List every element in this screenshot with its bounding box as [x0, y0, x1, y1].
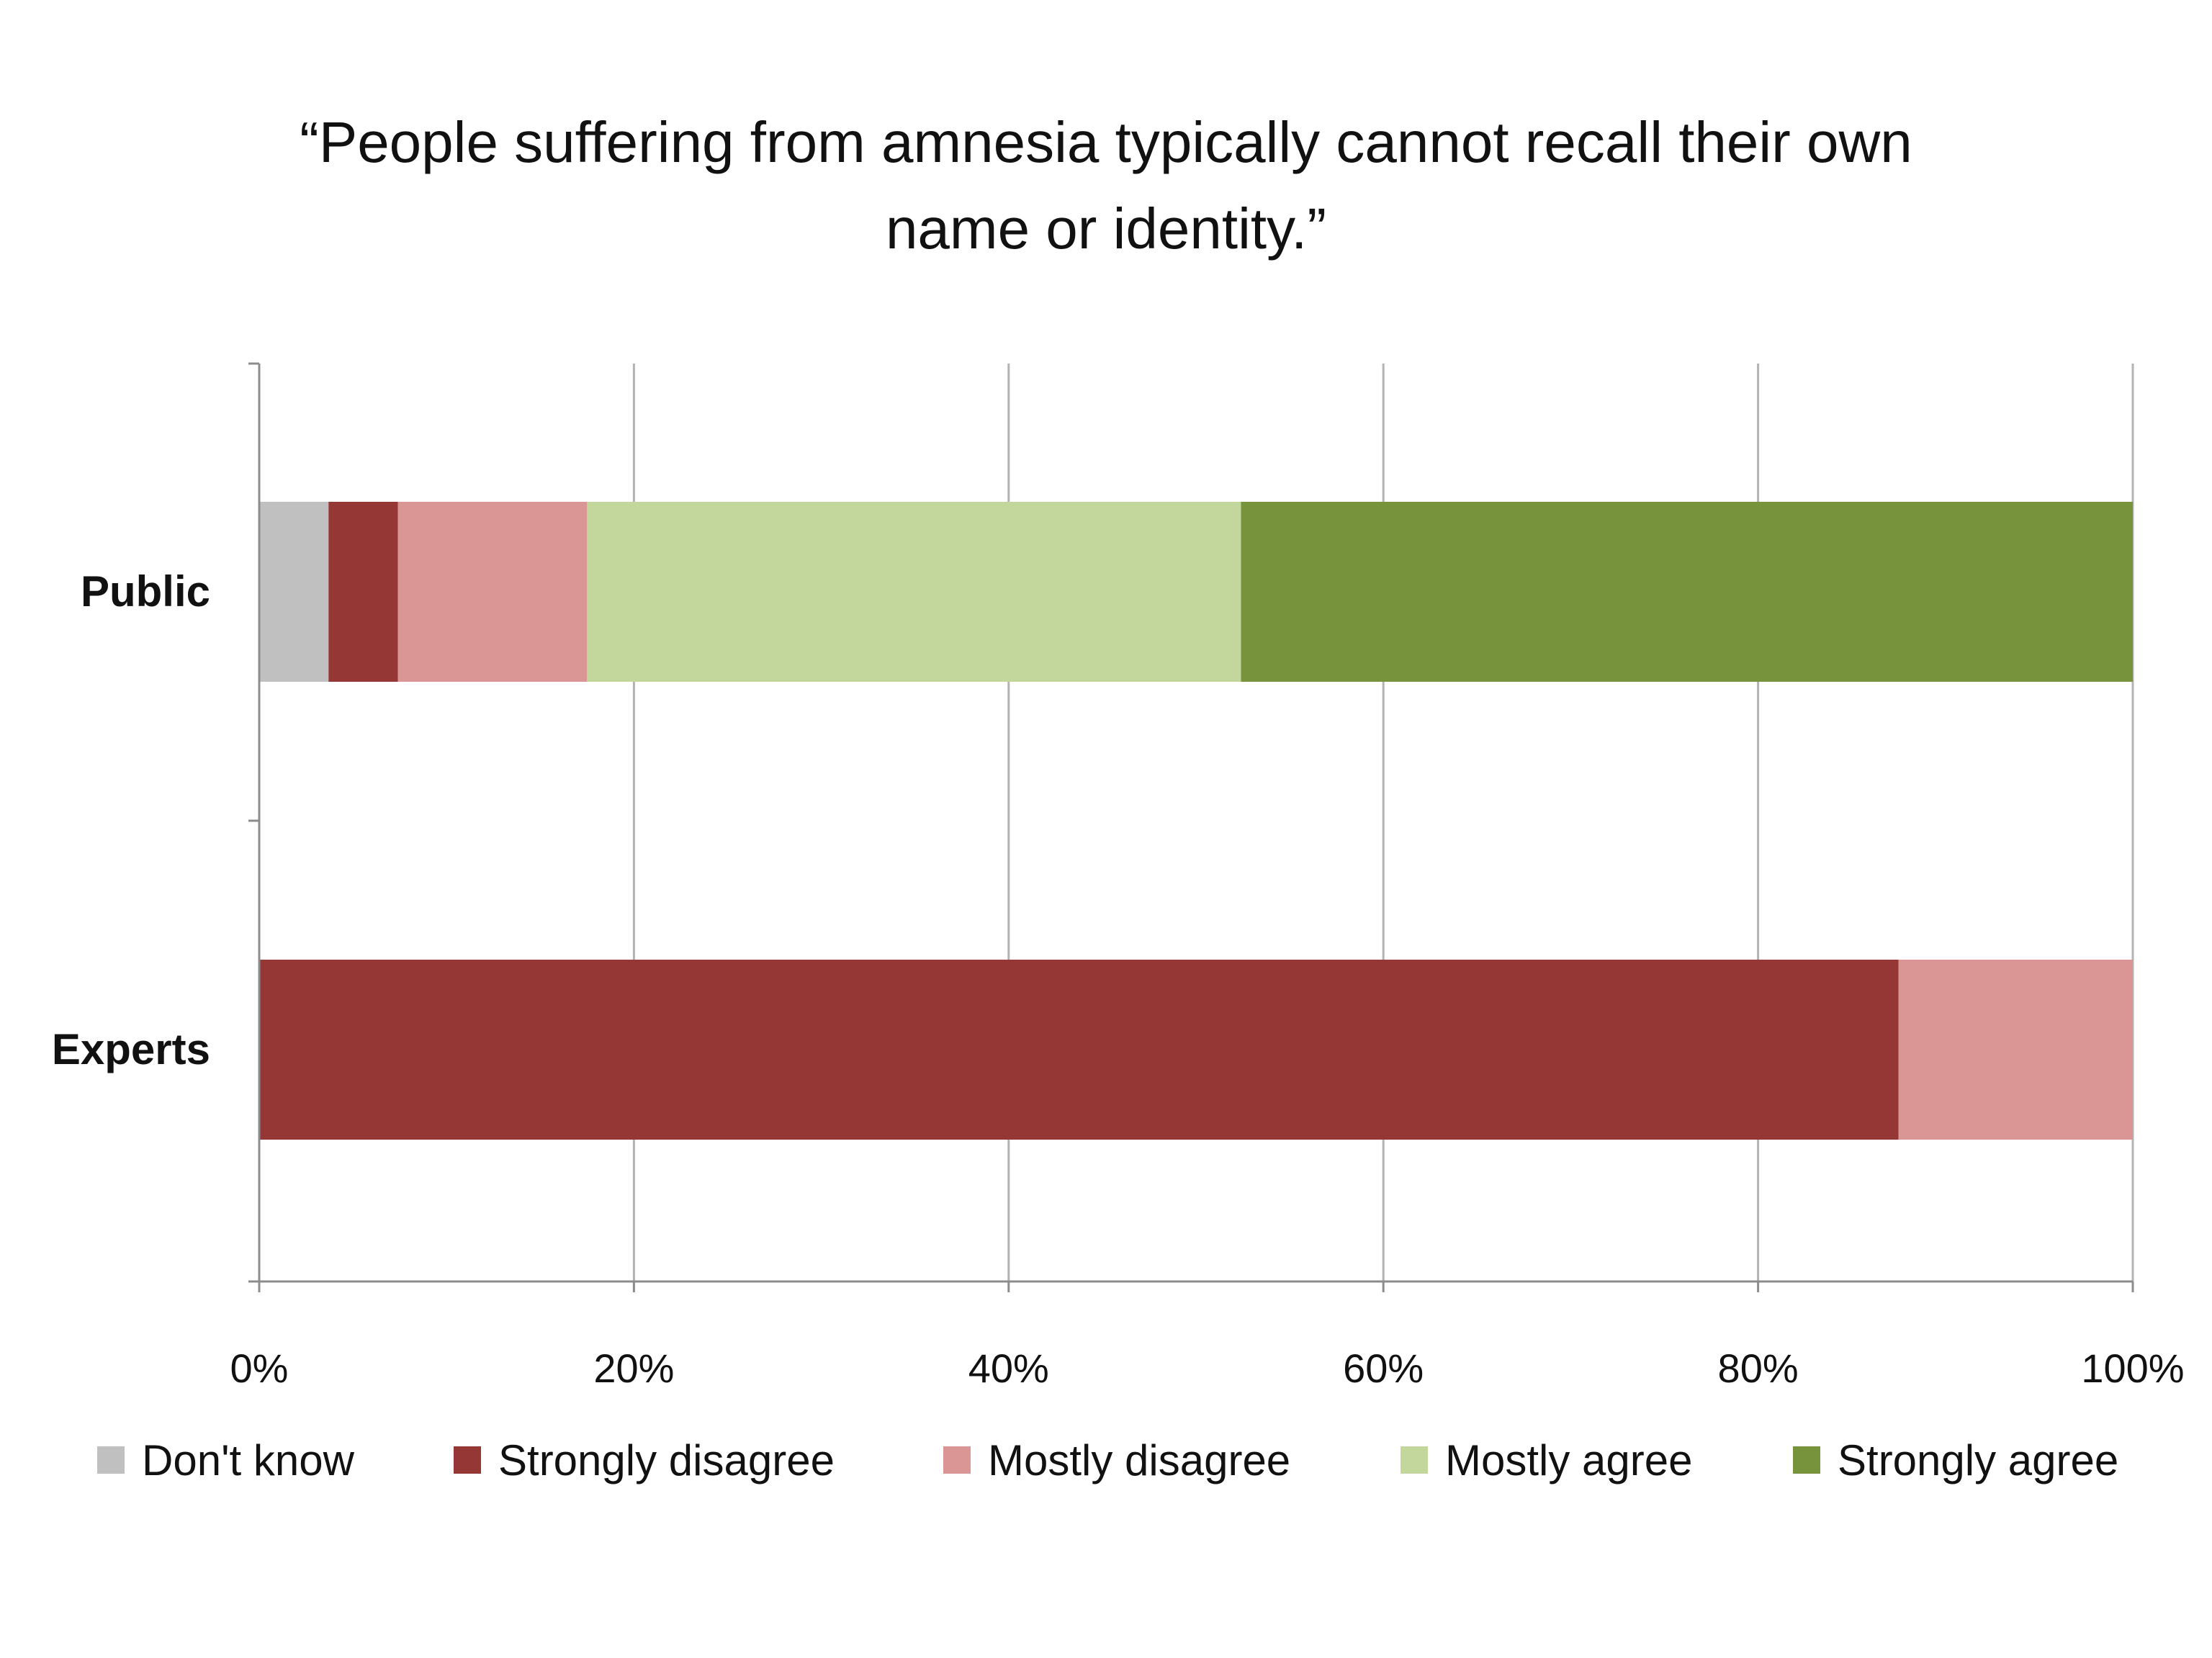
category-labels: Public Experts — [52, 567, 210, 1073]
bar-experts-strongly-disagree — [259, 960, 1899, 1140]
bar-public-strongly-agree — [1241, 502, 2133, 682]
bar-public-mostly-disagree — [397, 502, 588, 682]
legend: Don't know Strongly disagree Mostly disagr… — [97, 1436, 2118, 1484]
legend-swatch — [1401, 1446, 1428, 1474]
legend-swatch — [1793, 1446, 1820, 1474]
bar-public-mostly-agree — [587, 502, 1241, 682]
axes — [248, 362, 2134, 1292]
legend-swatch — [943, 1446, 971, 1474]
category-label-public: Public — [81, 567, 210, 616]
bars — [259, 502, 2133, 1140]
chart-title-line-1: “People suffering from amnesia typically… — [300, 110, 1912, 174]
bar-experts-mostly-disagree — [1898, 960, 2133, 1140]
x-tick-label: 20% — [593, 1346, 674, 1391]
legend-swatch — [97, 1446, 125, 1474]
x-tick-label: 60% — [1343, 1346, 1424, 1391]
legend-label: Mostly disagree — [988, 1436, 1290, 1484]
legend-label: Strongly disagree — [498, 1436, 835, 1484]
legend-label: Don't know — [142, 1436, 355, 1484]
x-tick-label: 0% — [230, 1346, 289, 1391]
category-label-experts: Experts — [52, 1025, 210, 1073]
chart-title-line-2: name or identity.” — [886, 197, 1326, 261]
gridlines — [632, 364, 2134, 1281]
x-tick-labels: 0% 20% 40% 60% 80% 100% — [230, 1346, 2185, 1391]
bar-public-don-t-know — [259, 502, 329, 682]
legend-swatch — [454, 1446, 481, 1474]
x-tick-label: 80% — [1718, 1346, 1799, 1391]
x-tick-label: 100% — [2081, 1346, 2184, 1391]
legend-label: Strongly agree — [1838, 1436, 2118, 1484]
legend-label: Mostly agree — [1445, 1436, 1692, 1484]
x-tick-label: 40% — [968, 1346, 1049, 1391]
bar-public-strongly-disagree — [328, 502, 398, 682]
